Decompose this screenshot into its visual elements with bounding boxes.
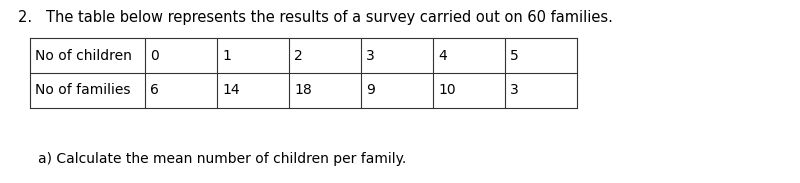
Text: 5: 5: [510, 48, 518, 63]
Text: 9: 9: [366, 83, 375, 98]
Text: No of children: No of children: [35, 48, 132, 63]
Text: 14: 14: [222, 83, 240, 98]
Text: No of families: No of families: [35, 83, 130, 98]
Text: a) Calculate the mean number of children per family.: a) Calculate the mean number of children…: [38, 152, 406, 166]
Text: 2: 2: [294, 48, 302, 63]
Text: 10: 10: [438, 83, 456, 98]
Text: 0: 0: [150, 48, 158, 63]
Text: 6: 6: [150, 83, 159, 98]
Text: 3: 3: [510, 83, 518, 98]
Text: 3: 3: [366, 48, 374, 63]
Text: 2.   The table below represents the results of a survey carried out on 60 famili: 2. The table below represents the result…: [18, 10, 613, 25]
Text: 1: 1: [222, 48, 231, 63]
Text: 18: 18: [294, 83, 312, 98]
Text: 4: 4: [438, 48, 446, 63]
